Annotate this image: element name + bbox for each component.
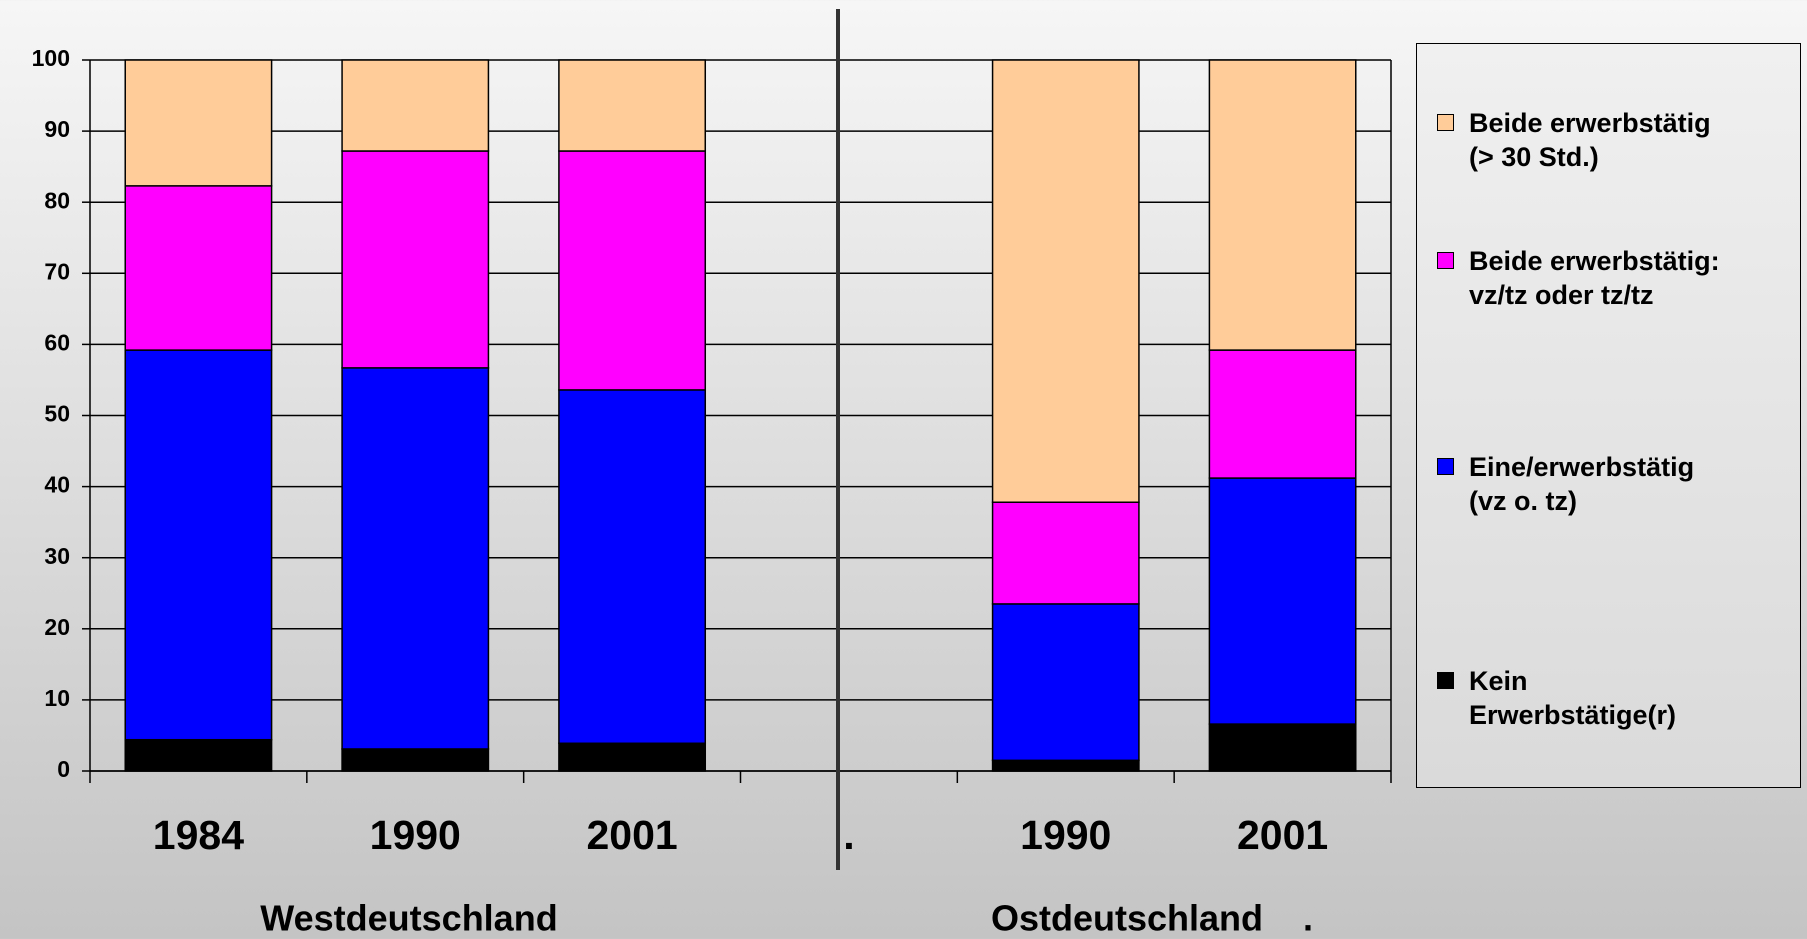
- bar-segment: [991, 501, 1140, 605]
- bar-segment: [991, 59, 1140, 503]
- x-tick-label: .: [843, 812, 854, 858]
- bar-segment: [341, 59, 490, 152]
- bar-segment: [1208, 723, 1357, 772]
- bar-segment: [124, 738, 273, 772]
- group-label: Ostdeutschland .: [991, 898, 1313, 939]
- group-label: Westdeutschland: [260, 898, 557, 939]
- bar-segment: [124, 59, 273, 187]
- bar-segment: [341, 748, 490, 772]
- x-tick-label: 1990: [370, 812, 461, 858]
- bar-segment: [558, 150, 707, 391]
- y-tick-label: 70: [44, 258, 70, 284]
- legend-label: Beide erwerbstätig (> 30 Std.): [1469, 108, 1711, 172]
- y-tick-label: 40: [44, 472, 70, 498]
- legend-label: Eine/erwerbstätig (vz o. tz): [1469, 452, 1695, 516]
- legend-swatch: [1437, 458, 1454, 475]
- y-tick-label: 90: [44, 116, 70, 142]
- bar-segment: [558, 742, 707, 772]
- legend-swatch: [1437, 672, 1454, 689]
- legend-label: Kein Erwerbstätige(r): [1469, 666, 1677, 730]
- bar-segment: [558, 59, 707, 152]
- y-tick-label: 10: [44, 685, 70, 711]
- y-tick-label: 100: [32, 45, 70, 71]
- bar-segment: [558, 389, 707, 745]
- bar-segment: [1208, 477, 1357, 725]
- y-tick-label: 60: [44, 329, 70, 355]
- bar-segment: [341, 367, 490, 750]
- bar-segment: [1208, 349, 1357, 479]
- x-tick-label: 2001: [1237, 812, 1328, 858]
- legend-swatch: [1437, 252, 1454, 269]
- bar-segment: [341, 150, 490, 369]
- bar-segment: [124, 185, 273, 351]
- bar-segment: [124, 349, 273, 741]
- legend-swatch: [1437, 114, 1454, 131]
- y-tick-label: 50: [44, 401, 70, 427]
- y-tick-label: 20: [44, 614, 70, 640]
- bar-segment: [991, 759, 1140, 772]
- bar-segment: [991, 603, 1140, 762]
- x-tick-label: 1984: [153, 812, 244, 858]
- y-tick-label: 0: [57, 756, 70, 782]
- y-tick-label: 30: [44, 543, 70, 569]
- x-tick-label: 2001: [586, 812, 677, 858]
- legend-label: Beide erwerbstätig: vz/tz oder tz/tz: [1469, 246, 1720, 310]
- y-tick-label: 80: [44, 187, 70, 213]
- x-tick-label: 1990: [1020, 812, 1111, 858]
- legend: Kein Erwerbstätige(r) Eine/erwerbstätig (…: [1416, 43, 1801, 788]
- bar-segment: [1208, 59, 1357, 351]
